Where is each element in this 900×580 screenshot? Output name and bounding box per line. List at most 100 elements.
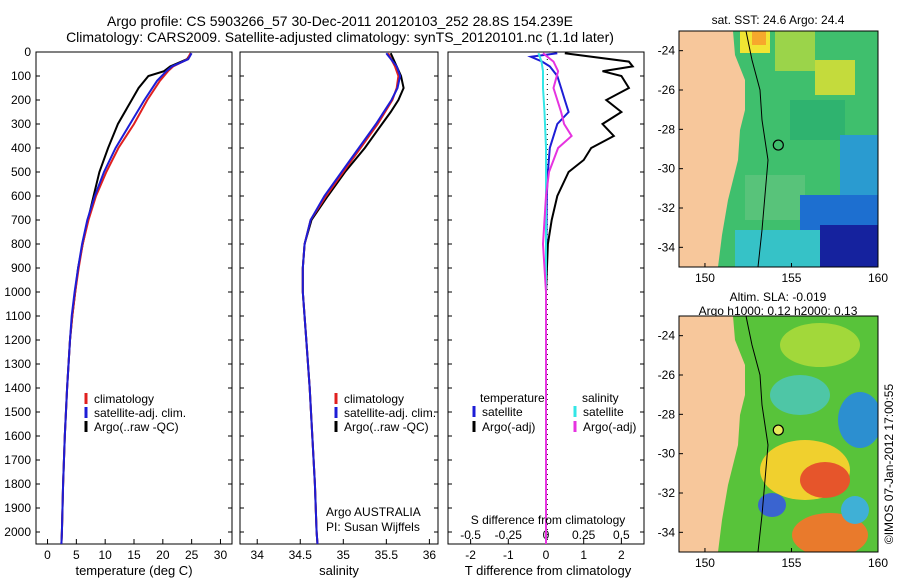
map-xtick-label: 150 bbox=[695, 556, 715, 570]
sla-blob-2 bbox=[770, 375, 830, 415]
figure-title-line2: Climatology: CARS2009. Satellite-adjuste… bbox=[66, 29, 614, 45]
temperature-xtick-label: 10 bbox=[98, 548, 112, 562]
difference-s-tick-label: 0.5 bbox=[613, 528, 630, 542]
salinity-lines bbox=[301, 52, 405, 544]
difference-line-salinity-argo bbox=[541, 52, 573, 544]
difference-s-tick-label: -0.25 bbox=[495, 528, 523, 542]
difference-ytick-marks bbox=[448, 51, 644, 533]
map-xtick-label: 160 bbox=[868, 556, 888, 570]
difference-t-xtick-label: 2 bbox=[618, 548, 625, 562]
depth-tick-label: 2000 bbox=[4, 525, 31, 539]
sst-argo-marker bbox=[772, 139, 784, 151]
sst-patch-1 bbox=[775, 31, 815, 71]
map-ytick-label: -30 bbox=[658, 162, 676, 176]
legend-label-satellite: satellite-adj. clim. bbox=[344, 406, 436, 420]
temperature-xtick-label: 0 bbox=[44, 548, 51, 562]
salinity-xtick-label: 35 bbox=[337, 548, 351, 562]
legend-label-climatology: climatology bbox=[94, 392, 154, 406]
imos-timestamp: ©IMOS 07-Jan-2012 17:00:55 bbox=[882, 384, 896, 545]
depth-tick-label: 1000 bbox=[4, 285, 31, 299]
temperature-legend: climatology satellite-adj. clim. Argo(..… bbox=[84, 392, 186, 434]
sla-blob-8 bbox=[841, 496, 869, 524]
salinity-xtick-label: 36 bbox=[423, 548, 437, 562]
salinity-panel: 34 34.5 35 35.5 36 salinity climatology sate… bbox=[239, 51, 439, 578]
temperature-yticks: 0 100 200 300 400 500 600 700 800 900 1000 1100 1200… bbox=[4, 45, 232, 539]
sla-blob-6 bbox=[792, 513, 868, 552]
sst-map-title: sat. SST: 24.6 Argo: 24.4 bbox=[712, 13, 845, 27]
map-ytick-label: -30 bbox=[658, 447, 676, 461]
temperature-line-satellite bbox=[60, 52, 193, 544]
difference-xlabel-top: S difference from climatology bbox=[471, 513, 626, 527]
legend-label-argo: Argo(..raw -QC) bbox=[94, 420, 179, 434]
sst-patch-3 bbox=[790, 100, 845, 140]
depth-tick-label: 700 bbox=[11, 213, 31, 227]
legend-label-s-satellite: satellite bbox=[583, 405, 624, 419]
sla-map-frame bbox=[678, 315, 879, 553]
map-ytick-label: -24 bbox=[658, 329, 676, 343]
sla-map-image bbox=[679, 316, 878, 552]
sla-map-ticks: 150 155 160 -24 -26 -28 -30 -32 -34 bbox=[658, 329, 889, 570]
map-ytick-label: -28 bbox=[658, 407, 676, 421]
salinity-axes bbox=[239, 51, 439, 545]
depth-tick-label: 100 bbox=[11, 69, 31, 83]
temperature-lines bbox=[60, 52, 193, 544]
legend-label-t-argo: Argo(-adj) bbox=[482, 420, 535, 434]
difference-lines bbox=[527, 52, 635, 544]
salinity-annotation-pi: PI: Susan Wijffels bbox=[326, 520, 420, 534]
sla-blob-5 bbox=[800, 462, 850, 498]
sla-blob-1 bbox=[780, 323, 860, 367]
sst-map-frame bbox=[678, 30, 879, 268]
depth-tick-label: 300 bbox=[11, 117, 31, 131]
depth-tick-label: 800 bbox=[11, 237, 31, 251]
salinity-xtick-label: 34 bbox=[251, 548, 265, 562]
map-ytick-label: -34 bbox=[658, 525, 676, 539]
depth-tick-label: 900 bbox=[11, 261, 31, 275]
depth-tick-label: 1700 bbox=[4, 453, 31, 467]
salinity-xtick-label: 35.5 bbox=[375, 548, 399, 562]
depth-tick-label: 600 bbox=[11, 189, 31, 203]
temperature-xtick-label: 5 bbox=[73, 548, 80, 562]
depth-tick-label: 1200 bbox=[4, 333, 31, 347]
sla-map-subtitle: Argo h1000: 0.12 h2000: 0.13 bbox=[699, 304, 858, 318]
legend-title-temperature: temperature bbox=[480, 391, 545, 405]
figure-title-line1: Argo profile: CS 5903266_57 30-Dec-2011 … bbox=[107, 13, 573, 29]
depth-tick-label: 1800 bbox=[4, 477, 31, 491]
sst-map-image bbox=[679, 31, 878, 267]
map-ytick-label: -32 bbox=[658, 486, 676, 500]
difference-t-xtick-label: -2 bbox=[465, 548, 476, 562]
sla-contour bbox=[745, 316, 769, 552]
sst-contour bbox=[745, 31, 769, 267]
temperature-xlabel: temperature (deg C) bbox=[75, 563, 192, 578]
temperature-xtick-label: 15 bbox=[127, 548, 141, 562]
difference-t-xtick-label: -1 bbox=[503, 548, 514, 562]
legend-label-s-argo: Argo(-adj) bbox=[583, 420, 636, 434]
depth-tick-label: 0 bbox=[24, 45, 31, 59]
map-xtick-label: 160 bbox=[868, 271, 888, 285]
sla-blob-7 bbox=[758, 493, 786, 517]
difference-xticks: -2 -1 0 1 2-0.5 -0.25 0 0.25 0.5 bbox=[460, 528, 630, 562]
map-ytick-label: -24 bbox=[658, 44, 676, 58]
map-ytick-label: -34 bbox=[658, 240, 676, 254]
sst-map-panel: sat. SST: 24.6 Argo: 24.4 150 155 160 -24 -2… bbox=[658, 13, 889, 285]
sla-land bbox=[679, 316, 745, 552]
salinity-annotation-institution: Argo AUSTRALIA bbox=[326, 505, 421, 519]
map-ytick-label: -26 bbox=[658, 368, 676, 382]
depth-tick-label: 200 bbox=[11, 93, 31, 107]
salinity-xticks: 34 34.5 35 35.5 36 bbox=[251, 539, 437, 562]
difference-t-xtick-label: 1 bbox=[580, 548, 587, 562]
sst-cold-2 bbox=[820, 225, 878, 267]
difference-xlabel: T difference from climatology bbox=[465, 563, 632, 578]
sst-hot-spot bbox=[752, 31, 766, 45]
sla-map-panel: Altim. SLA: -0.019 Argo h1000: 0.12 h200… bbox=[658, 290, 889, 570]
map-xtick-label: 155 bbox=[781, 556, 801, 570]
sst-patch-5 bbox=[745, 175, 805, 220]
salinity-xlabel: salinity bbox=[319, 563, 359, 578]
temperature-xticks: 0 5 10 15 20 25 30 bbox=[44, 539, 227, 562]
map-xtick-label: 150 bbox=[695, 271, 715, 285]
legend-label-argo: Argo(..raw -QC) bbox=[344, 420, 429, 434]
legend-label-climatology: climatology bbox=[344, 392, 404, 406]
difference-t-xtick-label: 0 bbox=[543, 548, 550, 562]
temperature-xtick-label: 25 bbox=[185, 548, 199, 562]
depth-tick-label: 500 bbox=[11, 165, 31, 179]
difference-panel: -2 -1 0 1 2-0.5 -0.25 0 0.25 0.5 S difference fr… bbox=[447, 51, 645, 578]
